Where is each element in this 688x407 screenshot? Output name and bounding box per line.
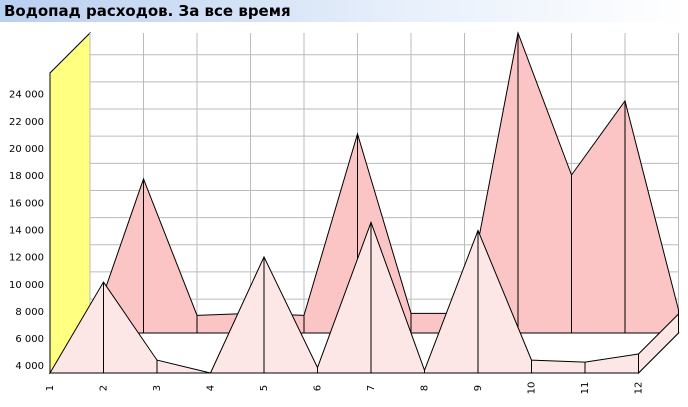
y-tick-label: 24 000	[9, 90, 44, 101]
y-tick-label: 12 000	[9, 253, 44, 264]
x-tick-label: 7	[366, 385, 377, 391]
x-tick-label: 9	[473, 385, 484, 391]
x-tick-label: 11	[580, 382, 591, 395]
chart-title: Водопад расходов. За все время	[0, 0, 688, 22]
y-tick-label: 4 000	[15, 361, 44, 372]
y-tick-label: 14 000	[9, 225, 44, 236]
x-tick-label: 2	[99, 385, 110, 391]
x-tick-label: 5	[259, 385, 270, 391]
area-side	[638, 312, 679, 375]
y-tick-label: 20 000	[9, 144, 44, 155]
y-tick-label: 18 000	[9, 171, 44, 182]
y-tick-label: 6 000	[15, 334, 44, 345]
y-tick-label: 8 000	[15, 307, 44, 318]
x-tick-label: 6	[313, 385, 324, 391]
x-tick-label: 8	[420, 385, 431, 391]
area	[49, 220, 639, 374]
x-tick-label: 3	[152, 385, 163, 391]
y-tick-label: 10 000	[9, 280, 44, 291]
x-tick-label: 4	[206, 385, 217, 391]
y-tick-label: 22 000	[9, 117, 44, 128]
x-tick-label: 10	[527, 382, 538, 395]
y-tick-label: 16 000	[9, 198, 44, 209]
x-tick-label: 1	[45, 385, 56, 391]
area	[89, 31, 679, 334]
x-tick-label: 12	[634, 382, 645, 395]
